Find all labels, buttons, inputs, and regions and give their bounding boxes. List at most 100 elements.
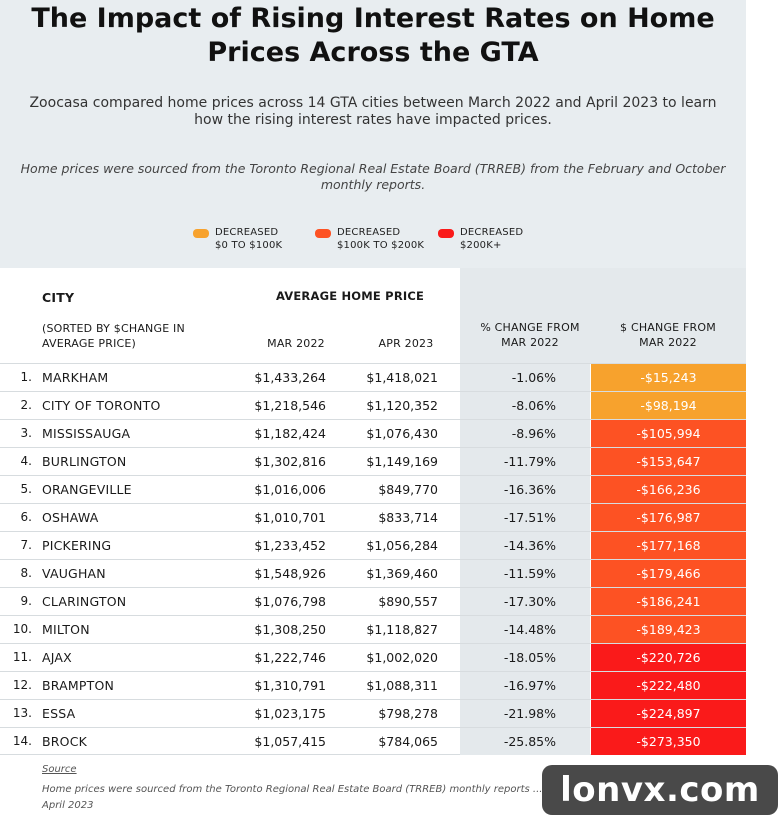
- rank: 14.: [12, 734, 32, 748]
- apr-2023-price: $1,056,284: [366, 538, 438, 553]
- table-row: 2. CITY OF TORONTO $1,218,546 $1,120,352…: [0, 391, 746, 419]
- city-name: BURLINGTON: [42, 454, 127, 469]
- pct-change: -16.36%: [503, 482, 556, 497]
- pct-change: -8.96%: [511, 426, 556, 441]
- mar-2022-price: $1,548,926: [254, 566, 326, 581]
- apr-2023-price: $798,278: [378, 706, 438, 721]
- pct-change: -11.79%: [503, 454, 556, 469]
- pct-cell-bg: [460, 420, 590, 447]
- pct-change: -17.51%: [503, 510, 556, 525]
- dollar-change: -$166,236: [591, 476, 746, 503]
- city-name: CLARINGTON: [42, 594, 127, 609]
- table-row: 4. BURLINGTON $1,302,816 $1,149,169 -11.…: [0, 447, 746, 475]
- apr-2023-price: $784,065: [378, 734, 438, 749]
- table-row: 3. MISSISSAUGA $1,182,424 $1,076,430 -8.…: [0, 419, 746, 447]
- pct-change: -21.98%: [503, 706, 556, 721]
- apr-2023-price: $1,002,020: [366, 650, 438, 665]
- pct-cell-bg: [460, 560, 590, 587]
- city-name: ESSA: [42, 706, 76, 721]
- city-name: BRAMPTON: [42, 678, 115, 693]
- table-row: 8. VAUGHAN $1,548,926 $1,369,460 -11.59%…: [0, 559, 746, 587]
- rank: 6.: [20, 510, 32, 524]
- legend-label-line1: DECREASED: [337, 227, 401, 238]
- average-price-header: AVERAGE HOME PRICE: [275, 289, 425, 303]
- mar-2022-price: $1,057,415: [254, 734, 326, 749]
- mar-2022-price: $1,308,250: [254, 622, 326, 637]
- dollar-change: -$176,987: [591, 504, 746, 531]
- rank: 1.: [20, 370, 32, 384]
- legend-item-medium-decrease: DECREASED $100K TO $200K: [315, 226, 424, 252]
- pct-cell-bg: [460, 700, 590, 727]
- pct-cell-bg: [460, 532, 590, 559]
- rank: 2.: [20, 398, 32, 412]
- legend-swatch-orange: [193, 229, 209, 238]
- page-title: The Impact of Rising Interest Rates on H…: [31, 3, 715, 68]
- dollar-change: -$105,994: [591, 420, 746, 447]
- pct-cell-bg: [460, 364, 590, 391]
- pct-cell-bg: [460, 476, 590, 503]
- dollar-change: -$179,466: [591, 560, 746, 587]
- mar-2022-price: $1,010,701: [254, 510, 326, 525]
- apr-2023-price: $1,149,169: [366, 454, 438, 469]
- pct-change: -11.59%: [503, 566, 556, 581]
- dollar-change: -$98,194: [591, 392, 746, 419]
- mar-2022-price: $1,218,546: [254, 398, 326, 413]
- legend-label-line1: DECREASED: [460, 227, 524, 238]
- apr-2023-price: $1,120,352: [366, 398, 438, 413]
- dollar-change: -$222,480: [591, 672, 746, 699]
- mar-2022-price: $1,233,452: [254, 538, 326, 553]
- pct-cell-bg: [460, 588, 590, 615]
- rank: 13.: [12, 706, 32, 720]
- apr-2023-price: $890,557: [378, 594, 438, 609]
- pct-change: -25.85%: [503, 734, 556, 749]
- table-row: 7. PICKERING $1,233,452 $1,056,284 -14.3…: [0, 531, 746, 559]
- rank: 11.: [12, 650, 32, 664]
- apr-2023-price: $849,770: [378, 482, 438, 497]
- sort-note: (SORTED BY $CHANGE IN AVERAGE PRICE): [42, 322, 185, 350]
- table-header: CITY (SORTED BY $CHANGE IN AVERAGE PRICE…: [0, 268, 746, 363]
- data-source-note: Home prices were sourced from the Toront…: [20, 161, 726, 192]
- legend-label-line2: $100K TO $200K: [337, 240, 425, 251]
- mar-2022-price: $1,433,264: [254, 370, 326, 385]
- city-name: MARKHAM: [42, 370, 109, 385]
- pct-cell-bg: [460, 504, 590, 531]
- legend-item-small-decrease: DECREASED $0 TO $100K: [193, 226, 282, 252]
- source-link[interactable]: Source: [42, 764, 77, 775]
- legend-swatch-red: [438, 229, 454, 238]
- mar-2022-price: $1,016,006: [254, 482, 326, 497]
- table-row: 11. AJAX $1,222,746 $1,002,020 -18.05% -…: [0, 643, 746, 671]
- pct-change: -8.06%: [511, 398, 556, 413]
- pct-change: -14.48%: [503, 622, 556, 637]
- legend: DECREASED $0 TO $100K DECREASED $100K TO…: [0, 226, 746, 256]
- city-name: PICKERING: [42, 538, 112, 553]
- city-name: MILTON: [42, 622, 90, 637]
- rank: 8.: [20, 566, 32, 580]
- dollar-change: -$15,243: [591, 364, 746, 391]
- legend-swatch-red-orange: [315, 229, 331, 238]
- dollar-change: -$220,726: [591, 644, 746, 671]
- apr-2023-header: APR 2023: [378, 337, 434, 350]
- source-note: Home prices were sourced from the Toront…: [42, 784, 543, 811]
- dollar-change-header: $ CHANGE FROM MAR 2022: [620, 321, 716, 349]
- city-name: CITY OF TORONTO: [42, 398, 161, 413]
- city-name: VAUGHAN: [42, 566, 106, 581]
- legend-label-line1: DECREASED: [215, 227, 279, 238]
- legend-label: DECREASED $200K+: [460, 226, 523, 252]
- table-row: 13. ESSA $1,023,175 $798,278 -21.98% -$2…: [0, 699, 746, 727]
- mar-2022-header: MAR 2022: [267, 337, 325, 350]
- legend-label: DECREASED $100K TO $200K: [337, 226, 424, 252]
- legend-label-line2: $0 TO $100K: [215, 240, 283, 251]
- change-columns-shade: [460, 268, 746, 363]
- dollar-change: -$273,350: [591, 728, 746, 755]
- rank: 7.: [20, 538, 32, 552]
- dollar-change: -$186,241: [591, 588, 746, 615]
- pct-change: -1.06%: [511, 370, 556, 385]
- apr-2023-price: $1,088,311: [366, 678, 438, 693]
- pct-cell-bg: [460, 672, 590, 699]
- table-row: 5. ORANGEVILLE $1,016,006 $849,770 -16.3…: [0, 475, 746, 503]
- rank: 3.: [20, 426, 32, 440]
- city-name: ORANGEVILLE: [42, 482, 132, 497]
- price-table: CITY (SORTED BY $CHANGE IN AVERAGE PRICE…: [0, 268, 746, 755]
- legend-label: DECREASED $0 TO $100K: [215, 226, 282, 252]
- table-row: 12. BRAMPTON $1,310,791 $1,088,311 -16.9…: [0, 671, 746, 699]
